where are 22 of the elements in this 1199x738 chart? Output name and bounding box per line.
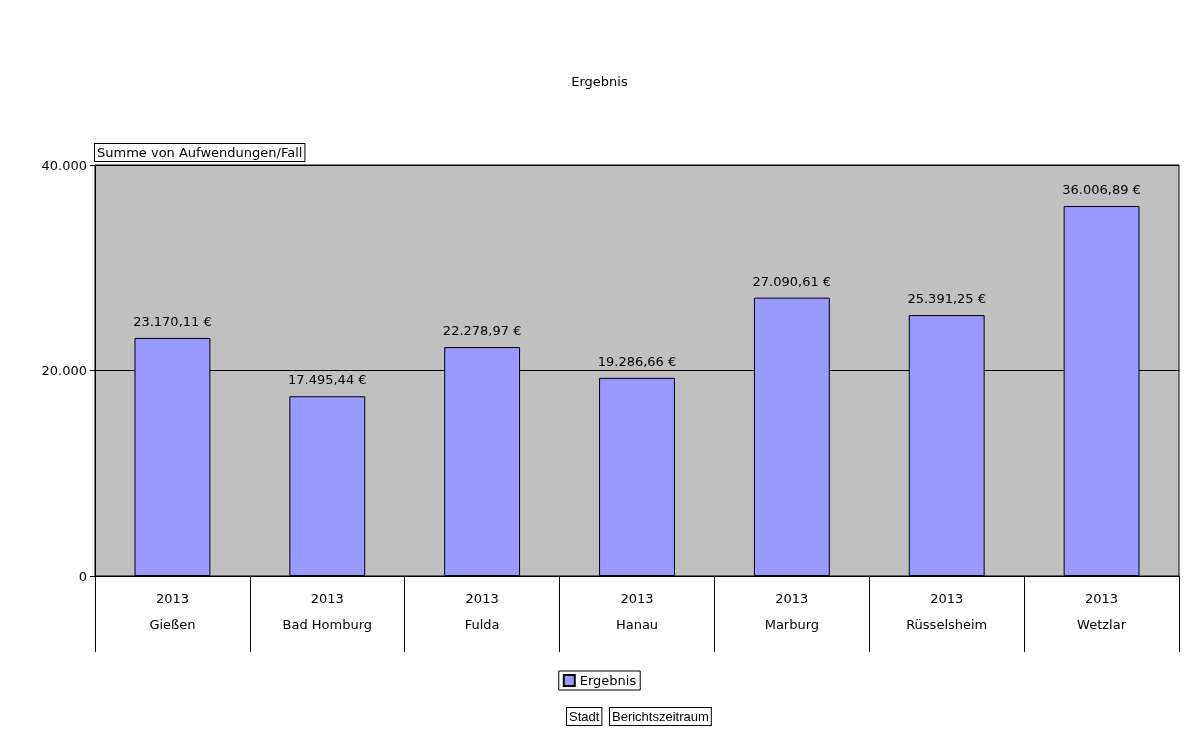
chart-title: Ergebnis [571, 74, 628, 89]
y-tick-label: 40.000 [41, 157, 87, 173]
y-axis-title: Summe von Aufwendungen/Fall [97, 145, 303, 160]
data-label: 27.090,61 € [752, 273, 832, 289]
data-label: 36.006,89 € [1062, 182, 1141, 198]
legend-label: Ergebnis [579, 673, 637, 688]
y-tick-label: 20.000 [41, 363, 87, 378]
x-tick-label: 2013 Wetzlar [1077, 591, 1127, 632]
data-label: 22.278,97 € [442, 323, 522, 339]
data-label: 23.170,11 € [133, 313, 212, 329]
text: Stadt [569, 709, 600, 724]
y-tick-label: 0 [78, 568, 87, 584]
x-tick-label: 2013 Fulda [464, 591, 500, 632]
x-tick-label: 2013 Hanau [615, 591, 659, 632]
data-label: 25.391,25 € [907, 291, 986, 307]
x-tick-label: 2013 Marburg [764, 591, 820, 632]
data-label: 17.495,44 € [288, 372, 367, 388]
data-label: 19.286,66 € [597, 353, 677, 369]
text: Berichtszeitraum [612, 709, 709, 724]
x-tick-label: 2013 Rüsselsheim [906, 591, 988, 632]
x-tick-label: 2013 Gießen [149, 591, 196, 632]
x-tick-label: 2013 Bad Homburg [282, 591, 373, 632]
